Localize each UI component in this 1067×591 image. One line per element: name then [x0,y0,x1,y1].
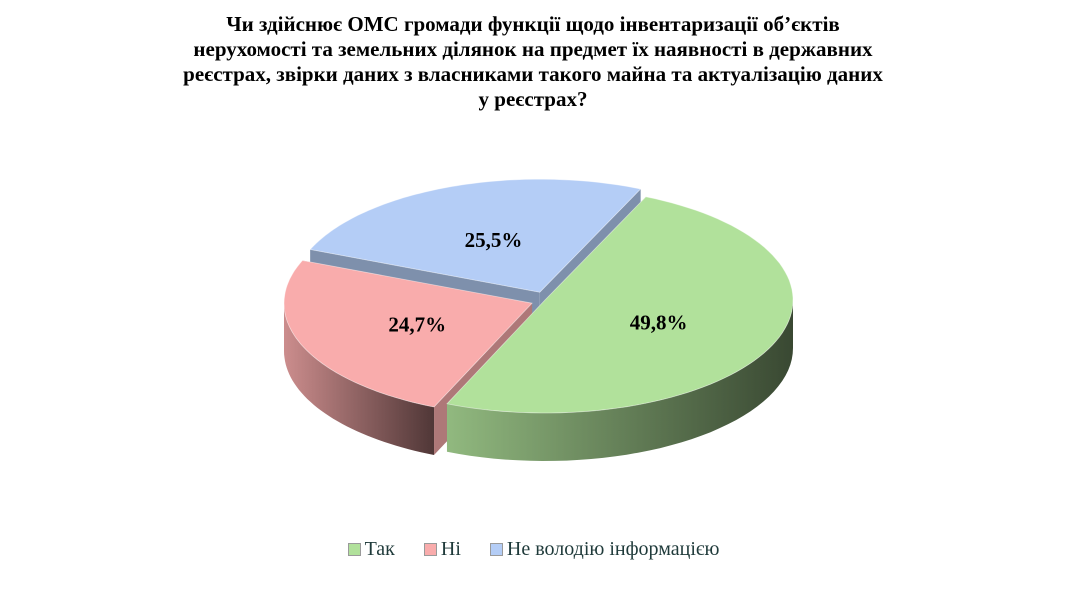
legend-item-ni[interactable]: Ні [423,538,461,561]
slice-0[interactable] [446,196,794,414]
data-label: 49,8% [630,311,688,335]
data-label: 24,7% [388,313,446,337]
legend-item-tak[interactable]: Так [347,538,395,561]
slice-1[interactable] [283,260,533,408]
title-line: нерухомості та земельних ділянок на пред… [193,37,873,61]
legend-label: Не володію інформацією [506,538,720,560]
title-line: у реєстрах? [478,87,588,111]
chart-title: Чи здійснює ОМС громади функції щодо інв… [100,12,966,112]
legend-swatch [489,543,503,556]
slice-side-0 [447,300,793,461]
slice-side-1 [284,303,434,455]
legend-label: Ні [440,538,461,560]
legend-item-no-info[interactable]: Не володію інформацією [489,538,720,561]
legend-label: Так [364,538,395,560]
slice-2[interactable] [309,178,642,293]
legend: Так Ні Не володію інформацією [0,538,1067,562]
legend-swatch [347,543,361,556]
data-label: 25,5% [465,228,523,252]
title-line: реєстрах, звірки даних з власниками тако… [183,62,883,86]
title-line: Чи здійснює ОМС громади функції щодо інв… [226,12,840,36]
legend-swatch [423,543,437,556]
